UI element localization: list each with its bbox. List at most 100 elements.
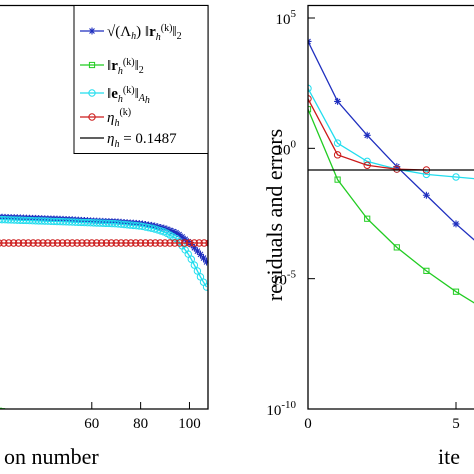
left-marker-residual xyxy=(103,420,108,425)
left-marker-residual xyxy=(149,428,154,433)
left-marker-eta_k xyxy=(19,239,28,247)
left-marker-residual xyxy=(51,415,56,420)
left-x-tick-label: 100 xyxy=(178,416,201,432)
legend-entry-eta_k: ηh(k) xyxy=(80,107,131,129)
left-marker-eta_k xyxy=(156,239,164,247)
legend-entry-residual_scaled: √(Λh) ‖rh(k)‖2 xyxy=(80,23,182,43)
right-line-residual xyxy=(308,108,474,304)
left-marker-residual xyxy=(45,414,50,419)
left-marker-residual xyxy=(170,436,175,441)
left-marker-eta_k xyxy=(29,239,37,247)
right-line-residual_scaled xyxy=(308,41,474,241)
left-marker-eta_k xyxy=(83,239,91,247)
legend-entry-eta_h: ηh = 0.1487 xyxy=(80,131,177,150)
right-marker-error_energy xyxy=(363,157,371,166)
left-marker-eta_k xyxy=(68,239,76,247)
right-series-residual_scaled xyxy=(308,37,474,241)
right-axes-frame xyxy=(307,4,474,410)
right-marker-residual_scaled xyxy=(422,191,430,199)
left-marker-residual xyxy=(118,422,123,427)
left-marker-eta_k xyxy=(0,239,8,247)
left-marker-residual xyxy=(73,417,78,422)
right-series-error_energy xyxy=(308,84,474,181)
left-x-tick-label: 60 xyxy=(84,416,99,432)
left-marker-residual xyxy=(112,421,117,426)
left-marker-residual xyxy=(152,429,157,434)
left-plot: 60 80 100 on number √(Λh) ‖rh(k)‖2 ‖rh(k)‖2… xyxy=(0,4,209,469)
left-marker-eta_k xyxy=(92,239,101,247)
left-marker-eta_k xyxy=(141,239,150,247)
right-marker-error_energy xyxy=(308,84,312,93)
right-marker-eta_k xyxy=(333,151,342,159)
left-marker-residual_scaled xyxy=(169,227,177,235)
right-marker-residual xyxy=(308,106,312,113)
left-marker-residual xyxy=(42,414,47,419)
legend-marker-residual_scaled xyxy=(88,27,96,35)
svg-text:‖eh(k)‖Ah: ‖eh(k)‖Ah xyxy=(107,85,150,106)
right-marker-residual_scaled xyxy=(334,97,342,105)
svg-text:ηh = 0.1487: ηh = 0.1487 xyxy=(107,131,177,150)
left-marker-eta_k xyxy=(146,239,155,247)
left-marker-residual_scaled xyxy=(184,238,192,246)
left-marker-eta_k xyxy=(151,239,159,247)
left-marker-eta_k xyxy=(102,239,111,247)
left-marker-eta_k xyxy=(63,239,72,247)
left-marker-residual xyxy=(70,417,75,422)
left-marker-eta_k xyxy=(180,239,189,247)
left-marker-eta_k xyxy=(24,239,33,247)
legend-entry-error_energy: ‖eh(k)‖Ah xyxy=(80,85,150,106)
left-marker-residual xyxy=(12,410,17,415)
right-x-tick-label: 0 xyxy=(304,416,312,432)
left-marker-residual xyxy=(30,413,35,418)
left-marker-eta_k xyxy=(200,239,208,247)
left-marker-residual xyxy=(24,412,29,417)
left-marker-eta_k xyxy=(5,239,13,247)
left-marker-residual xyxy=(128,423,133,428)
left-marker-residual xyxy=(54,415,59,420)
left-marker-residual xyxy=(76,417,81,422)
left-marker-eta_k xyxy=(9,239,18,247)
left-marker-eta_k xyxy=(14,239,23,247)
left-marker-eta_k xyxy=(112,239,120,247)
legend-marker-error_energy xyxy=(88,89,96,97)
left-marker-eta_k xyxy=(122,239,130,247)
left-marker-eta_k xyxy=(127,239,135,247)
left-marker-residual_scaled xyxy=(203,258,208,266)
right-y-axis-label: residuals and errors xyxy=(262,129,287,301)
left-marker-residual_scaled xyxy=(196,250,204,258)
right-series-residual xyxy=(308,106,474,304)
left-marker-eta_k xyxy=(117,239,125,247)
left-series-error_energy xyxy=(0,215,208,291)
left-marker-residual xyxy=(57,415,62,420)
left-marker-residual_scaled xyxy=(166,226,174,234)
left-marker-residual_scaled xyxy=(163,225,171,233)
right-marker-residual_scaled xyxy=(363,131,371,139)
left-marker-residual xyxy=(195,459,200,464)
left-marker-residual_scaled xyxy=(178,233,186,241)
left-marker-residual xyxy=(186,447,191,452)
left-marker-residual xyxy=(36,413,41,418)
left-marker-residual xyxy=(192,455,197,460)
left-marker-eta_k xyxy=(190,239,199,247)
right-marker-eta_k xyxy=(393,165,401,173)
svg-text:‖rh(k)‖2: ‖rh(k)‖2 xyxy=(107,57,144,77)
right-x-tick-label: 5 xyxy=(452,416,460,432)
right-marker-residual xyxy=(423,267,430,274)
left-marker-error_energy xyxy=(193,267,202,275)
right-line-error_energy xyxy=(308,88,474,180)
left-marker-residual xyxy=(167,435,172,440)
right-y-tick-label: 10-10 xyxy=(266,399,296,419)
left-marker-eta_k xyxy=(195,239,203,247)
left-marker-eta_k xyxy=(39,239,47,247)
left-marker-residual xyxy=(155,430,160,435)
right-y-tick-label: 10-5 xyxy=(272,269,297,289)
left-marker-error_energy xyxy=(187,255,195,263)
left-marker-residual xyxy=(109,421,114,426)
right-marker-eta_k xyxy=(363,161,371,169)
left-marker-residual xyxy=(183,445,188,450)
left-marker-residual_scaled xyxy=(193,247,201,255)
svg-text:ηh(k): ηh(k) xyxy=(107,107,131,129)
left-marker-residual xyxy=(5,408,12,409)
